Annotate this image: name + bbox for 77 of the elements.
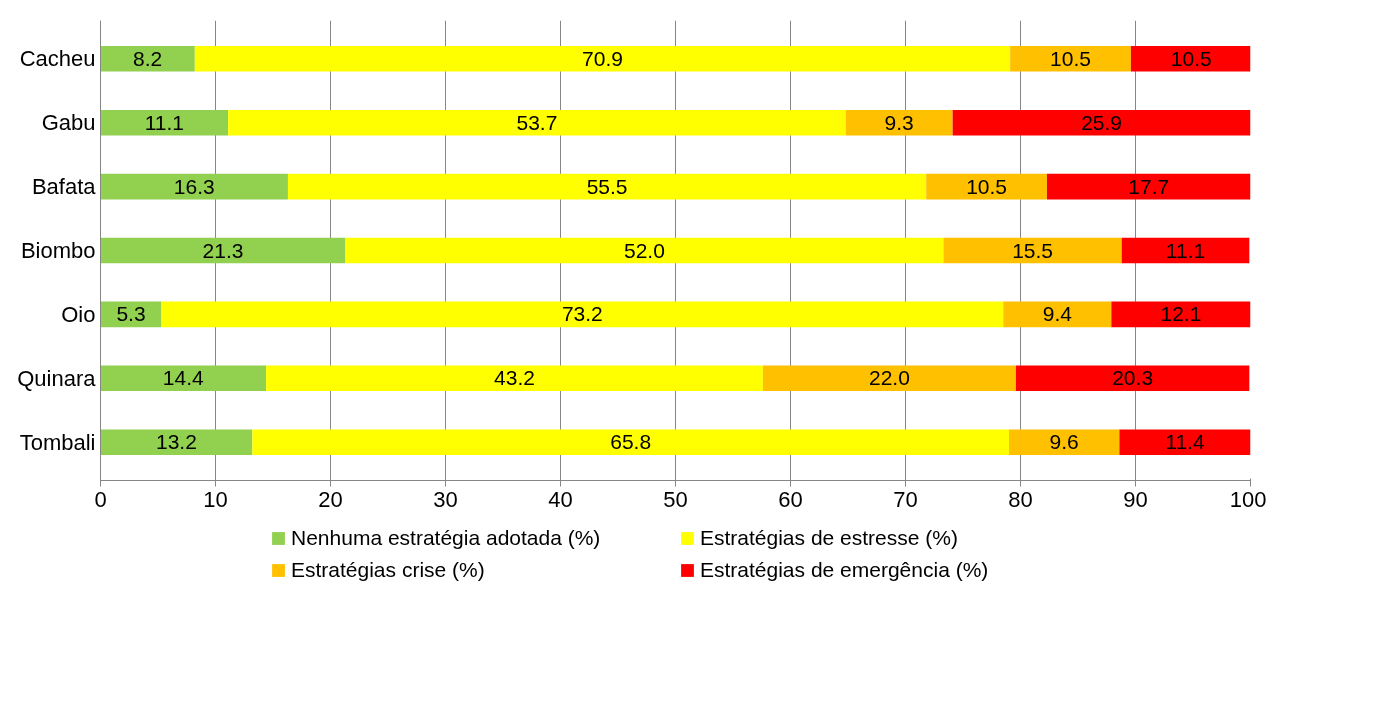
data-label: 52.0 [624,238,665,262]
bar [952,109,1251,136]
y-tick-label: Cacheu [19,46,96,72]
bar [100,237,346,264]
y-tick-label: Gabu [41,110,96,136]
x-tick-label: 100 [1229,486,1267,512]
bar [1121,237,1250,264]
x-tick-label: 50 [663,486,688,512]
bar [1046,173,1251,200]
data-label: 10.5 [1170,46,1212,70]
bar [100,46,195,72]
x-tick-label: 90 [1123,486,1148,512]
bar [266,365,763,392]
legend-label: Estratégias de emergência (%) [700,558,990,582]
data-label: 43.2 [494,366,535,390]
data-label: 73.2 [561,302,603,326]
x-tick-label: 60 [778,486,803,512]
data-label: 9.6 [1049,430,1079,454]
x-tick-label: 30 [433,486,458,512]
data-label: 11.1 [144,110,184,134]
legend-label: Nenhuma estratégia adotada (%) [291,526,602,550]
data-label: 11.1 [1165,238,1206,262]
x-tick-label: 40 [548,486,573,512]
data-label: 10.5 [966,174,1008,198]
bar [287,173,927,200]
legend-label: Estratégias crise (%) [291,558,486,582]
bar [1003,301,1112,328]
data-label: 21.3 [202,238,244,262]
bar [1010,46,1131,72]
bar [1130,46,1251,72]
bar [1009,429,1120,455]
x-tick-label: 70 [893,486,918,512]
x-tick-label: 20 [318,486,343,512]
bar [161,301,1004,328]
bar [100,173,288,200]
data-label: 13.2 [155,430,197,454]
y-tick-label: Oio [61,301,96,327]
bar [252,429,1009,455]
x-tick-label: 0 [94,486,107,512]
bar [345,237,944,264]
data-label: 15.5 [1012,238,1054,262]
data-label: 22.0 [868,366,910,390]
data-label: 5.3 [116,302,146,326]
bar [845,109,953,136]
bar [1015,365,1250,392]
data-label: 11.4 [1165,430,1205,454]
bar [100,109,229,136]
bar [100,365,267,392]
x-tick-label: 80 [1008,486,1033,512]
bar [1111,301,1251,328]
data-label: 20.3 [1112,366,1154,390]
data-label: 9.3 [884,110,914,134]
data-label: 10.5 [1050,46,1091,70]
data-label: 65.8 [610,430,652,454]
x-tick-label: 10 [203,486,228,512]
y-tick-label: Biombo [20,238,96,263]
data-label: 16.3 [173,174,215,198]
data-label: 70.9 [582,46,623,70]
data-label: 17.7 [1128,174,1170,198]
data-label: 12.1 [1160,302,1202,326]
y-tick-label: Bafata [31,174,97,200]
bar [194,46,1011,72]
data-label: 25.9 [1081,110,1123,134]
bar [100,429,253,455]
legend-label: Estratégias de estresse (%) [700,526,959,550]
data-label: 14.4 [162,366,205,390]
y-tick-label: Quinara [17,365,97,391]
bar [762,365,1016,392]
bar [943,237,1122,264]
data-label: 9.4 [1042,302,1073,326]
bar [1119,429,1251,455]
data-label: 55.5 [586,174,628,198]
bar [926,173,1047,200]
data-label: 8.2 [133,46,163,70]
data-label: 53.7 [516,110,558,134]
bar [228,109,846,136]
y-tick-label: Tombali [19,429,96,455]
